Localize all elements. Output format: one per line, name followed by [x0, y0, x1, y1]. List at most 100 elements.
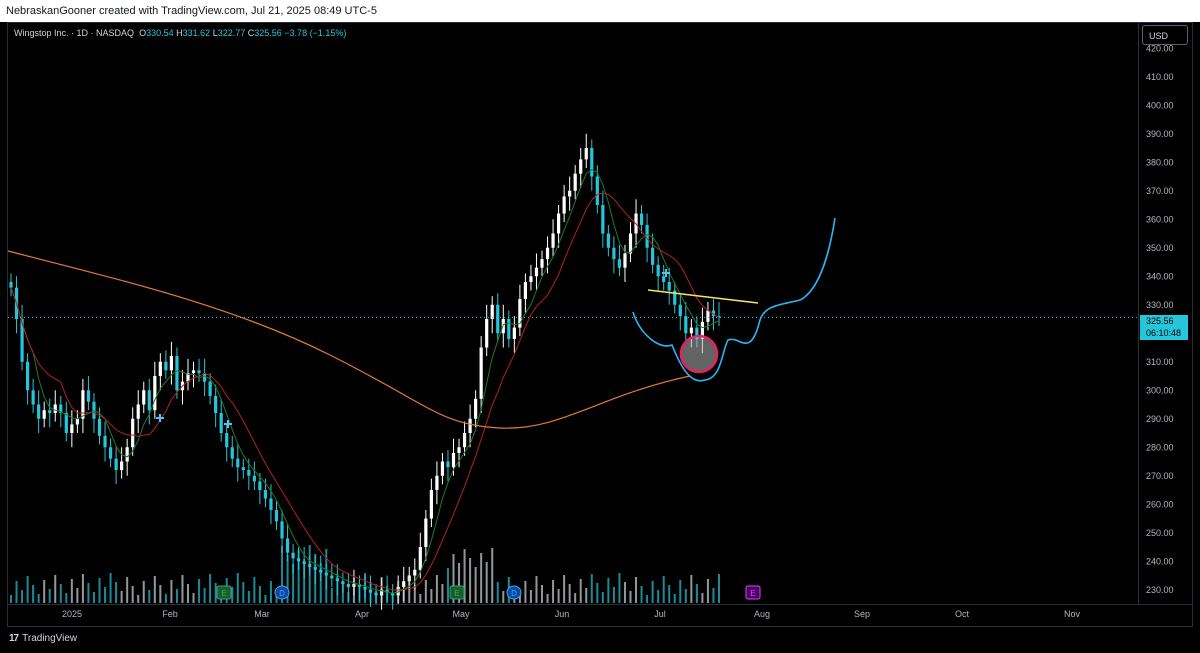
- candle-body: [120, 461, 124, 471]
- candle-body: [639, 213, 644, 225]
- candle-body: [612, 247, 616, 260]
- candle-body: [125, 447, 129, 462]
- volume-bar: [563, 575, 566, 603]
- y-tick-label: 420.00: [1146, 43, 1174, 53]
- candle-body: [435, 475, 439, 490]
- y-tick-label: 230.00: [1146, 585, 1174, 595]
- volume-bar: [635, 577, 638, 603]
- x-tick-label: Jul: [654, 609, 666, 619]
- candle-body: [507, 319, 511, 339]
- ohlc-low: 322.77: [217, 28, 246, 38]
- volume-bar: [59, 584, 62, 603]
- symbol-interval: 1D: [76, 28, 89, 38]
- candle-body: [529, 276, 533, 282]
- volume-bar: [26, 576, 29, 603]
- candle-body: [645, 224, 649, 248]
- ohlc-low-label: L: [212, 28, 218, 38]
- volume-bar: [651, 581, 654, 603]
- candle-body: [717, 316, 721, 318]
- y-tick-label: 390.00: [1146, 129, 1174, 139]
- candle-body: [545, 247, 550, 260]
- volume-bar: [54, 575, 57, 603]
- candle-body: [153, 376, 157, 411]
- volume-bar: [87, 583, 90, 603]
- candle-body: [700, 321, 705, 339]
- currency-button[interactable]: USD: [1142, 25, 1188, 45]
- candle-body: [158, 361, 162, 376]
- volume-bar: [430, 589, 433, 603]
- y-tick-label: 290.00: [1146, 414, 1174, 424]
- volume-bar: [120, 591, 123, 603]
- ohlc-high: 331.62: [182, 28, 211, 38]
- candle-body: [147, 390, 151, 411]
- footer-bar: [0, 627, 1200, 653]
- volume-bar: [679, 580, 682, 603]
- candle-body: [214, 395, 218, 414]
- last-price-value: 325.56: [1146, 316, 1174, 326]
- last-price-tag: 325.56 06:10:48: [1140, 315, 1188, 340]
- volume-bar: [187, 584, 189, 603]
- candle-body: [186, 373, 190, 382]
- volume-bar: [198, 579, 201, 603]
- candle-body: [451, 452, 456, 468]
- chart-frame[interactable]: [7, 22, 1193, 627]
- volume-bar: [214, 583, 217, 603]
- volume-bar: [137, 595, 140, 603]
- volume-bar: [568, 584, 571, 603]
- candle-body: [346, 584, 351, 587]
- candle-body: [562, 196, 566, 214]
- event-marker-label: E: [221, 589, 226, 598]
- candle-body: [496, 304, 500, 334]
- x-tick-label: 2025: [62, 609, 82, 619]
- candle-body: [429, 490, 433, 519]
- volume-bar: [142, 581, 145, 603]
- volume-bar: [364, 573, 366, 603]
- candle-body: [25, 361, 30, 391]
- volume-bar: [629, 591, 632, 603]
- candle-body: [114, 458, 118, 471]
- volume-bar: [32, 585, 35, 603]
- volume-bar: [386, 586, 389, 603]
- y-tick-label: 370.00: [1146, 186, 1174, 196]
- volume-bar: [518, 595, 521, 603]
- volume-bar: [574, 593, 577, 603]
- candle-body: [678, 304, 682, 317]
- symbol-exchange: NASDAQ: [96, 28, 135, 38]
- time-axis-separator: [8, 604, 1193, 605]
- candle-body: [169, 356, 174, 371]
- volume-bar: [585, 588, 588, 603]
- candle-body: [651, 247, 655, 265]
- attribution-text: NebraskanGooner created with TradingView…: [6, 5, 377, 17]
- volume-bar: [452, 554, 455, 603]
- volume-bar: [269, 581, 272, 603]
- candle-body: [534, 267, 539, 277]
- volume-bar: [524, 581, 527, 603]
- candle-body: [479, 347, 483, 399]
- event-marker: [216, 585, 232, 600]
- y-tick-label: 350.00: [1146, 243, 1174, 253]
- volume-bar: [441, 584, 444, 603]
- volume-bar: [502, 591, 505, 603]
- candle-body: [457, 447, 461, 453]
- ohlc-change: −3.78 (−1.15%): [284, 28, 347, 38]
- candle-body: [191, 370, 196, 374]
- volume-bar: [419, 594, 422, 603]
- volume-bar: [413, 585, 416, 603]
- candle-body: [623, 253, 627, 268]
- candle-body: [291, 552, 295, 559]
- volume-bar: [596, 583, 599, 603]
- tradingview-logo[interactable]: 17 TradingView: [9, 633, 77, 644]
- volume-bar: [37, 594, 40, 603]
- candle-body: [97, 418, 102, 436]
- volume-bar: [336, 574, 339, 603]
- volume-bar: [92, 592, 95, 603]
- candle-body: [590, 148, 594, 177]
- volume-bar: [242, 582, 245, 603]
- volume-bar: [209, 574, 212, 603]
- candle-body: [518, 299, 522, 328]
- volume-bar: [424, 580, 427, 603]
- candle-body: [131, 418, 135, 448]
- candle-body: [695, 327, 699, 339]
- candle-body: [258, 481, 262, 490]
